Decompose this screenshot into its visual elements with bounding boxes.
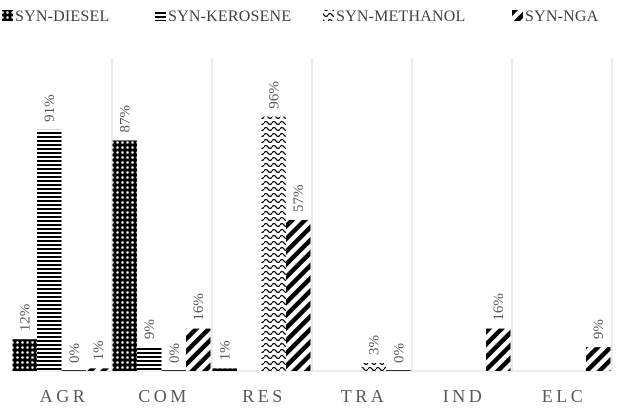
bars [12, 116, 611, 371]
bar-syn-methanol-agr [61, 370, 86, 371]
data-labels: 12% 87% 1% 91% 9% 0% 0% 96% 3% 1% 16% 57% 0% 16% 9% [18, 81, 608, 363]
bar-syn-nga-ind [486, 328, 511, 371]
legend-swatch-syn-nga [512, 10, 523, 21]
data-label-syn-methanol-agr: 0% [67, 343, 83, 363]
data-label-syn-nga-com: 16% [191, 293, 207, 321]
data-label-syn-kerosene-agr: 91% [42, 94, 58, 122]
data-label-syn-methanol-tra: 3% [367, 335, 383, 355]
data-label-syn-kerosene-com: 9% [142, 319, 158, 339]
bar-syn-nga-agr [86, 368, 111, 371]
legend-swatch-syn-methanol [323, 10, 334, 21]
bar-syn-nga-com [186, 328, 211, 371]
x-tick-label-com: COM [138, 386, 190, 406]
data-label-syn-diesel-res: 1% [218, 340, 234, 360]
x-tick-label-res: RES [242, 386, 286, 406]
legend-swatch-syn-diesel [2, 10, 13, 21]
grid [12, 58, 613, 372]
x-axis: AGR COM RES TRA IND ELC [40, 386, 587, 406]
legend-item-syn-kerosene: SYN-KEROSENE [155, 8, 291, 25]
bar-syn-nga-tra [386, 370, 411, 371]
bar-syn-diesel-res [212, 368, 237, 371]
x-tick-label-agr: AGR [40, 386, 89, 406]
bar-syn-diesel-agr [12, 339, 37, 371]
legend-item-syn-methanol: SYN-METHANOL [323, 8, 466, 25]
x-tick-label-elc: ELC [542, 386, 587, 406]
x-tick-label-ind: IND [443, 386, 486, 406]
legend-item-syn-diesel: SYN-DIESEL [2, 8, 109, 25]
data-label-syn-methanol-res: 96% [267, 81, 283, 109]
legend-label-syn-nga: SYN-NGA [525, 8, 599, 25]
data-label-syn-nga-agr: 1% [91, 340, 107, 360]
legend-swatch-syn-kerosene [155, 10, 166, 21]
bar-syn-methanol-res [261, 116, 286, 371]
bar-syn-nga-res [286, 219, 311, 371]
bar-syn-methanol-tra [361, 363, 386, 371]
data-label-syn-diesel-com: 87% [118, 105, 134, 133]
legend-label-syn-methanol: SYN-METHANOL [336, 8, 466, 25]
data-label-syn-nga-res: 57% [291, 184, 307, 212]
data-label-syn-nga-tra: 0% [391, 343, 407, 363]
bar-syn-methanol-com [161, 370, 186, 371]
legend-label-syn-diesel: SYN-DIESEL [15, 8, 109, 25]
bar-syn-kerosene-com [137, 347, 162, 371]
data-label-syn-nga-elc: 9% [591, 319, 607, 339]
bar-syn-kerosene-agr [37, 129, 62, 371]
bar-syn-diesel-com [112, 140, 137, 371]
data-label-syn-methanol-com: 0% [167, 343, 183, 363]
data-label-syn-diesel-agr: 12% [18, 304, 34, 332]
data-label-syn-nga-ind: 16% [491, 293, 507, 321]
legend: SYN-DIESEL SYN-KEROSENE SYN-METHANOL SYN-NG… [2, 8, 599, 25]
x-tick-label-tra: TRA [341, 386, 388, 406]
legend-label-syn-kerosene: SYN-KEROSENE [168, 8, 291, 25]
legend-item-syn-nga: SYN-NGA [512, 8, 599, 25]
bar-syn-nga-elc [586, 347, 611, 371]
